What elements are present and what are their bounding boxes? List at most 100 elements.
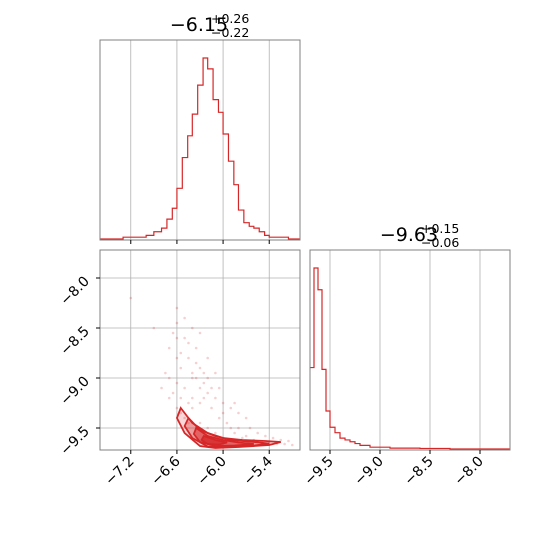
param2-histogram-line bbox=[310, 267, 510, 450]
joint-point-2 bbox=[167, 346, 171, 350]
joint-point-33 bbox=[187, 421, 190, 425]
param1-histogram-line bbox=[100, 57, 300, 240]
joint-point-31 bbox=[179, 411, 183, 415]
joint-panel: −7.2 −6.6 −6.0 −5.4 −8.0 −8.5 −9.0 −9.5 bbox=[57, 249, 301, 489]
joint-point-30 bbox=[175, 406, 179, 410]
param2-title-plus: +0.15 bbox=[421, 221, 459, 236]
joint-point-36 bbox=[198, 421, 202, 425]
joint-point-14 bbox=[210, 406, 213, 410]
param1-histogram-panel: −6.15 +0.26 −0.22 bbox=[99, 11, 301, 244]
param1-ticks bbox=[130, 240, 270, 244]
param1-title-minus: −0.22 bbox=[211, 25, 249, 40]
joint-point-10 bbox=[198, 386, 202, 390]
joint-point-5 bbox=[179, 366, 183, 370]
joint-x-tick-label-1: −6.6 bbox=[148, 453, 183, 488]
joint-point-69 bbox=[256, 431, 259, 435]
joint-x-tick-labels: −7.2 −6.6 −6.0 −5.4 bbox=[102, 453, 276, 488]
joint-point-16 bbox=[217, 416, 221, 420]
joint-point-44 bbox=[167, 376, 171, 380]
joint-point-19 bbox=[229, 426, 233, 430]
joint-point-58 bbox=[183, 336, 186, 340]
joint-point-75 bbox=[187, 341, 190, 345]
joint-point-29 bbox=[291, 443, 294, 447]
joint-y-tick-labels: −8.0 −8.5 −9.0 −9.5 bbox=[57, 274, 92, 459]
joint-point-62 bbox=[206, 356, 209, 360]
joint-point-46 bbox=[183, 386, 186, 390]
param2-title-minus: −0.06 bbox=[421, 235, 459, 250]
joint-point-38 bbox=[206, 426, 209, 430]
joint-point-81 bbox=[171, 331, 175, 335]
joint-point-60 bbox=[175, 321, 179, 325]
joint-point-67 bbox=[244, 416, 248, 420]
joint-point-23 bbox=[244, 434, 248, 438]
joint-point-6 bbox=[183, 316, 186, 320]
joint-point-51 bbox=[206, 391, 209, 395]
param2-tick-label-1: −9.0 bbox=[351, 454, 386, 489]
joint-point-32 bbox=[183, 416, 186, 420]
param1-title-median: −6.15 bbox=[170, 14, 228, 36]
param2-tick-label-0: −9.5 bbox=[301, 454, 336, 489]
joint-point-3 bbox=[175, 306, 179, 310]
param2-tick-labels: −9.5 −9.0 −8.5 −8.0 bbox=[301, 454, 486, 489]
param2-tick-label-3: −8.0 bbox=[451, 454, 486, 489]
param1-title: −6.15 bbox=[170, 14, 228, 36]
joint-y-tick-label-0: −8.0 bbox=[57, 274, 92, 309]
joint-point-71 bbox=[271, 436, 275, 440]
param2-axes-frame bbox=[309, 249, 511, 451]
joint-point-55 bbox=[167, 396, 171, 400]
joint-point-68 bbox=[248, 426, 252, 430]
joint-point-83 bbox=[191, 371, 194, 375]
joint-point-49 bbox=[194, 376, 198, 380]
joint-point-77 bbox=[202, 381, 206, 385]
joint-point-59 bbox=[191, 326, 194, 330]
joint-contours bbox=[175, 406, 281, 449]
joint-point-34 bbox=[191, 406, 194, 410]
param2-histogram-panel: −9.63 +0.15 −0.06 −9.5 −9.0 −8.5 −8.0 bbox=[301, 221, 511, 489]
joint-point-70 bbox=[264, 434, 267, 438]
joint-x-tick-label-2: −6.0 bbox=[195, 454, 230, 489]
joint-point-64 bbox=[217, 386, 221, 390]
joint-point-73 bbox=[287, 439, 290, 443]
joint-point-72 bbox=[279, 438, 283, 442]
joint-point-9 bbox=[194, 346, 198, 350]
joint-axes-frame bbox=[99, 249, 301, 451]
joint-y-tick-label-3: −9.5 bbox=[57, 424, 92, 459]
joint-point-21 bbox=[237, 426, 240, 430]
param1-axes-frame bbox=[99, 39, 301, 241]
joint-point-56 bbox=[160, 386, 163, 390]
joint-point-40 bbox=[214, 431, 217, 435]
joint-point-15 bbox=[214, 396, 217, 400]
joint-point-82 bbox=[179, 351, 183, 355]
joint-point-4 bbox=[175, 336, 179, 340]
joint-y-tick-label-1: −8.5 bbox=[57, 324, 92, 359]
joint-point-8 bbox=[191, 376, 194, 380]
joint-grid bbox=[100, 250, 300, 450]
joint-point-13 bbox=[206, 376, 209, 380]
param1-title-plus: +0.26 bbox=[211, 11, 249, 26]
joint-point-22 bbox=[241, 436, 244, 440]
param2-grid bbox=[329, 250, 481, 450]
joint-x-tick-label-0: −7.2 bbox=[102, 454, 137, 489]
joint-point-53 bbox=[187, 401, 190, 405]
joint-point-57 bbox=[164, 371, 167, 375]
joint-point-1 bbox=[152, 326, 156, 330]
joint-point-79 bbox=[221, 401, 225, 405]
joint-point-50 bbox=[202, 371, 206, 375]
joint-point-18 bbox=[225, 421, 229, 425]
joint-point-80 bbox=[237, 411, 240, 415]
joint-x-tick-label-3: −5.4 bbox=[241, 453, 276, 488]
joint-point-0 bbox=[129, 296, 133, 300]
joint-ticks bbox=[96, 277, 270, 454]
joint-point-17 bbox=[221, 411, 225, 415]
param2-title: −9.63 bbox=[380, 224, 438, 246]
joint-contour-3 bbox=[200, 434, 228, 446]
joint-point-45 bbox=[171, 391, 175, 395]
joint-point-28 bbox=[283, 442, 286, 446]
joint-point-66 bbox=[233, 401, 236, 405]
joint-point-54 bbox=[179, 396, 183, 400]
joint-point-61 bbox=[198, 331, 202, 335]
joint-point-48 bbox=[175, 381, 179, 385]
joint-point-76 bbox=[194, 361, 198, 365]
joint-point-12 bbox=[202, 396, 206, 400]
